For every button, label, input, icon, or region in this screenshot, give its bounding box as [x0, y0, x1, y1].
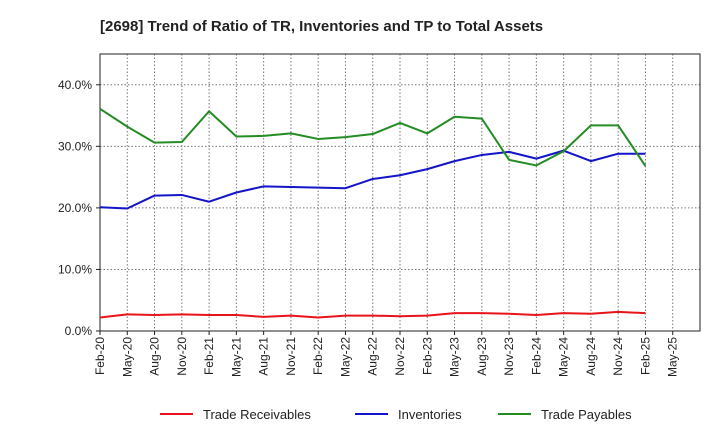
- x-tick-label: Feb-22: [311, 337, 325, 375]
- y-tick-label: 20.0%: [58, 201, 92, 215]
- x-tick-label: Feb-24: [529, 337, 543, 375]
- y-tick-label: 30.0%: [58, 139, 92, 153]
- x-tick-label: Nov-24: [611, 337, 625, 376]
- y-axis: 0.0% 10.0% 20.0% 30.0% 40.0%: [58, 78, 100, 338]
- x-tick-label: May-23: [448, 337, 462, 377]
- x-tick-label: May-20: [120, 337, 134, 377]
- legend-label-trade-receivables: Trade Receivables: [203, 407, 311, 422]
- x-tick-label: Nov-21: [284, 337, 298, 376]
- x-tick-label: Feb-23: [420, 337, 434, 375]
- x-tick-label: Aug-20: [148, 337, 162, 376]
- x-tick-label: Feb-20: [93, 337, 107, 375]
- legend-label-inventories: Inventories: [398, 407, 462, 422]
- x-tick-label: Aug-22: [366, 337, 380, 376]
- x-tick-label: May-24: [557, 337, 571, 377]
- x-tick-label: Feb-25: [638, 337, 652, 375]
- x-tick-label: Nov-20: [175, 337, 189, 376]
- y-tick-label: 0.0%: [65, 324, 93, 338]
- x-tick-label: May-25: [666, 337, 680, 377]
- x-tick-label: Nov-22: [393, 337, 407, 376]
- x-tick-label: May-21: [229, 337, 243, 377]
- x-tick-label: Aug-21: [257, 337, 271, 376]
- series-line-trade-payables: [99, 107, 647, 167]
- y-tick-label: 10.0%: [58, 262, 92, 276]
- x-tick-label: Nov-23: [502, 337, 516, 376]
- series-lines: [99, 107, 647, 319]
- series-line-inventories: [99, 149, 646, 210]
- x-tick-label: May-22: [338, 337, 352, 377]
- legend: Trade Receivables Inventories Trade Payabl…: [160, 407, 632, 422]
- series-line-trade-receivables: [99, 310, 646, 319]
- x-tick-label: Aug-23: [475, 337, 489, 376]
- x-tick-label: Aug-24: [584, 337, 598, 376]
- legend-label-trade-payables: Trade Payables: [541, 407, 632, 422]
- y-tick-label: 40.0%: [58, 78, 92, 92]
- grid: [100, 54, 700, 331]
- chart-title: [2698] Trend of Ratio of TR, Inventories…: [100, 18, 543, 35]
- x-axis: Feb-20 May-20 Aug-20 Nov-20 Feb-21 May-21 Aug-…: [93, 331, 680, 377]
- x-tick-label: Feb-21: [202, 337, 216, 375]
